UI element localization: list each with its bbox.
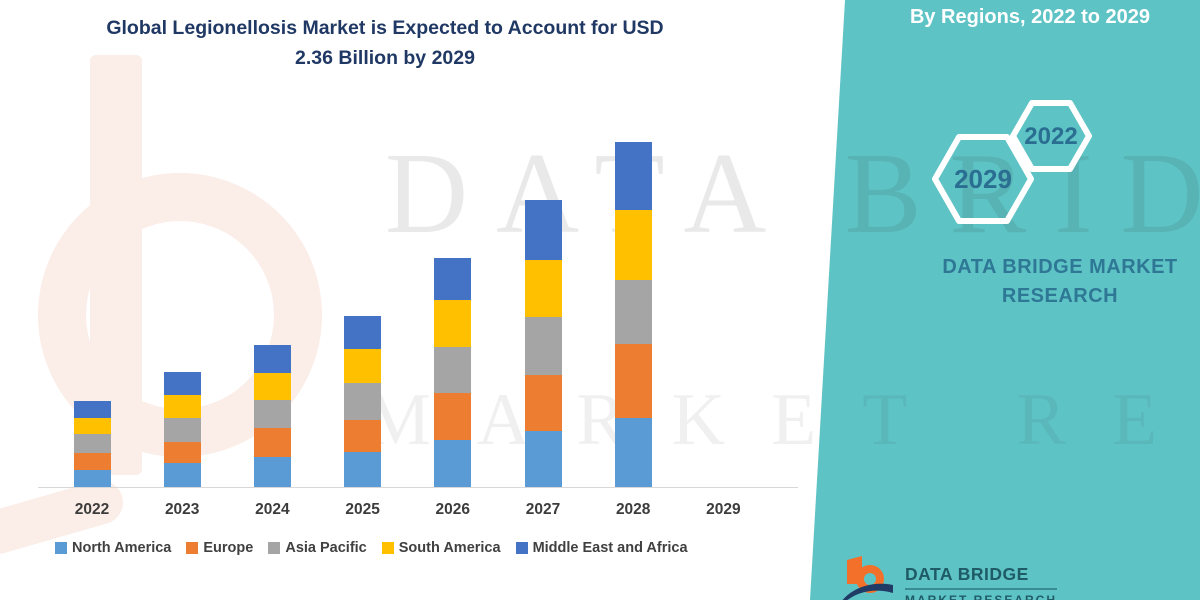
x-axis-line <box>38 487 798 488</box>
bar-segment-asia-pacific <box>73 434 111 453</box>
legend-label: South America <box>398 540 501 556</box>
bar-segment-asia-pacific <box>253 400 291 428</box>
legend-item: Europe <box>186 540 253 556</box>
bar-segment-north-america <box>434 440 472 487</box>
legend-swatch <box>268 542 281 554</box>
legend-item: Middle East and Africa <box>515 540 688 556</box>
legend-item: North America <box>55 540 171 556</box>
legend-item: South America <box>381 540 501 556</box>
footer-logo-name: DATA BRIDGE <box>905 564 1058 590</box>
bar-segment-europe <box>253 428 291 457</box>
bar-segment-asia-pacific <box>434 347 472 393</box>
bar-segment-asia-pacific <box>614 280 652 344</box>
bar-segment-south-america <box>524 260 562 317</box>
bar-segment-south-america <box>163 395 201 418</box>
brand-line2: RESEARCH <box>1001 285 1119 307</box>
bar-segment-asia-pacific <box>524 317 562 375</box>
bar-segment-asia-pacific <box>344 383 382 420</box>
bar-segment-north-america <box>524 431 562 487</box>
bar-segment-middle-east-and-africa <box>614 142 652 210</box>
hexagon-2029 <box>932 134 1034 224</box>
bar-segment-north-america <box>344 452 382 487</box>
chart-title: Global Legionellosis Market is Expected … <box>35 13 735 73</box>
footer-logo: DATA BRIDGE MARKET RESEARCH <box>841 556 1058 600</box>
x-axis-label: 2029 <box>706 501 741 518</box>
bar-segment-europe <box>614 344 652 418</box>
footer-logo-sub: MARKET RESEARCH <box>905 593 1058 600</box>
brand-line1: DATA BRIDGE MARKET <box>942 256 1178 278</box>
bar-segment-europe <box>163 442 201 463</box>
hexagon-2029-label: 2029 <box>954 164 1012 194</box>
bar-segment-asia-pacific <box>163 418 201 442</box>
legend-item: Asia Pacific <box>268 540 367 556</box>
bar-segment-middle-east-and-africa <box>344 316 382 349</box>
legend-swatch <box>381 542 394 554</box>
x-axis-label: 2026 <box>435 501 471 518</box>
chart-title-line1: Global Legionellosis Market is Expected … <box>106 17 664 39</box>
bar-segment-north-america <box>163 463 201 487</box>
hexagon-years-graphic: 2029 2022 <box>932 100 1092 224</box>
legend-swatch <box>186 542 199 554</box>
footer-logo-text: DATA BRIDGE MARKET RESEARCH <box>905 564 1058 600</box>
legend-swatch <box>515 542 528 554</box>
brand-text: DATA BRIDGE MARKET RESEARCH <box>930 253 1190 311</box>
legend-label: Middle East and Africa <box>532 540 688 556</box>
banner-clipped-line: Global Legionellosis Market, <box>845 0 1200 6</box>
bar-segment-middle-east-and-africa <box>163 372 201 395</box>
bar-segment-north-america <box>614 418 652 487</box>
bar-segment-middle-east-and-africa <box>253 345 291 373</box>
bar-segment-europe <box>73 453 111 470</box>
bar-segment-south-america <box>614 210 652 280</box>
bar-segment-north-america <box>253 457 291 487</box>
x-axis-label: 2024 <box>255 501 290 518</box>
legend-label: North America <box>72 540 172 556</box>
bar-segment-north-america <box>73 470 111 487</box>
legend-label: Asia Pacific <box>285 540 367 556</box>
bar-segment-europe <box>524 375 562 431</box>
banner-subtitle: By Regions, 2022 to 2029 <box>909 6 1151 28</box>
bar-segment-middle-east-and-africa <box>434 258 472 300</box>
bar-segment-europe <box>344 420 382 452</box>
bar-segment-south-america <box>434 300 472 347</box>
bar-segment-middle-east-and-africa <box>73 401 111 418</box>
hexagon-2022-label: 2022 <box>1024 123 1077 150</box>
legend-label: Europe <box>203 540 254 556</box>
bar-segment-middle-east-and-africa <box>524 200 562 260</box>
x-axis-label: 2027 <box>525 501 561 518</box>
chart-title-line2: 2.36 Billion by 2029 <box>295 47 475 69</box>
chart-legend: North America Europe Asia Pacific South Ame… <box>55 540 795 556</box>
x-axis-label: 2023 <box>164 501 200 518</box>
data-bridge-logo-icon <box>842 556 893 600</box>
x-axis-label: 2025 <box>345 501 380 518</box>
legend-swatch <box>55 542 67 554</box>
hexagon-2022 <box>1010 100 1092 172</box>
bar-segment-europe <box>434 393 472 440</box>
bar-segment-south-america <box>344 349 382 383</box>
bar-segment-south-america <box>253 373 291 400</box>
x-axis-label: 2022 <box>74 501 110 518</box>
x-axis-label: 2028 <box>615 501 651 518</box>
bar-segment-south-america <box>73 418 111 434</box>
